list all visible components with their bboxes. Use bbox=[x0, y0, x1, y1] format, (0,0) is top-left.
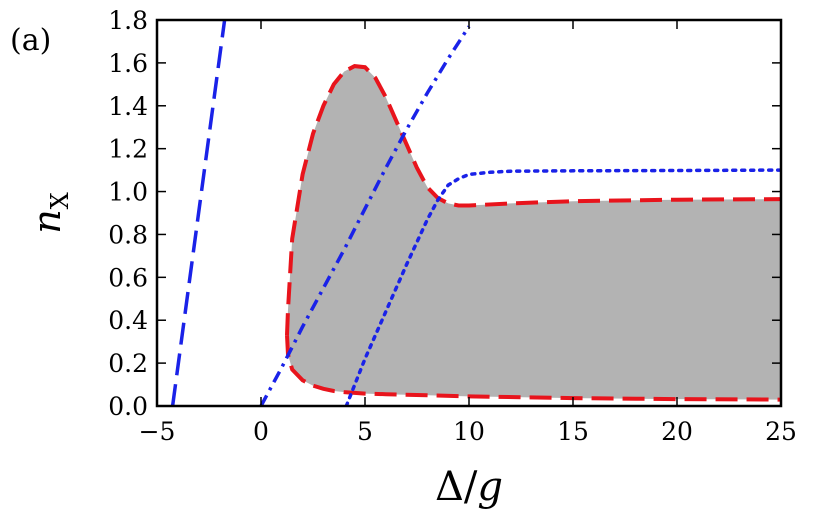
y-tick-label: 0.4 bbox=[108, 306, 148, 335]
y-tick-label: 1.4 bbox=[108, 92, 148, 121]
y-axis-label: nX bbox=[25, 192, 74, 234]
x-tick-label: 5 bbox=[357, 417, 373, 446]
filled-region-0 bbox=[287, 66, 781, 400]
x-tick-label: 15 bbox=[557, 417, 589, 446]
y-tick-label: 0.2 bbox=[108, 349, 148, 378]
panel-label: (a) bbox=[10, 23, 51, 58]
series-line-5 bbox=[344, 168, 781, 406]
y-tick-label: 1.0 bbox=[108, 178, 148, 207]
x-tick-label: −5 bbox=[139, 417, 176, 446]
y-tick-label: 0.6 bbox=[108, 263, 148, 292]
x-tick-label: 25 bbox=[765, 417, 797, 446]
axis-ticks: −5 0 5 10 15 20 25 0.0 0.2 0.4 0.6 0.8 1.0 1.2 1.4 1.6 1… bbox=[108, 6, 797, 446]
x-tick-label: 10 bbox=[453, 417, 485, 446]
y-tick-label: 0.0 bbox=[108, 392, 148, 421]
series-line-2 bbox=[285, 335, 781, 402]
plot-content bbox=[170, 20, 781, 406]
y-axis-label-text: nX bbox=[25, 192, 74, 234]
x-axis-label-text: Δ/g bbox=[435, 464, 503, 510]
series-line-3 bbox=[170, 20, 227, 406]
series-line-1 bbox=[285, 64, 781, 336]
y-tick-label: 1.2 bbox=[108, 135, 148, 164]
y-tick-label: 0.8 bbox=[108, 220, 148, 249]
series-line-4 bbox=[259, 25, 471, 406]
x-tick-label: 0 bbox=[253, 417, 269, 446]
x-tick-label: 20 bbox=[661, 417, 693, 446]
y-tick-label: 1.6 bbox=[108, 49, 148, 78]
y-tick-label: 1.8 bbox=[108, 6, 148, 35]
x-axis-label: Δ/g bbox=[435, 464, 503, 510]
